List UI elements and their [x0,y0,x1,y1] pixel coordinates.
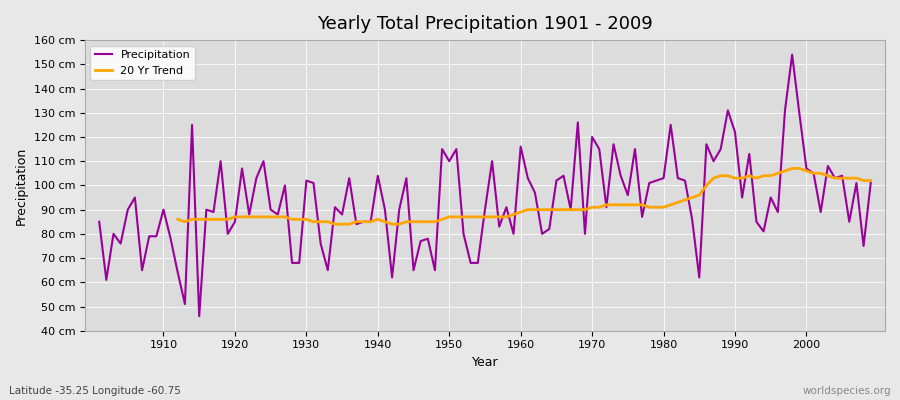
Line: Precipitation: Precipitation [99,55,870,316]
Precipitation [608,142,619,147]
20 Yr Trend [787,166,797,171]
Precipitation [315,241,326,246]
Precipitation [151,234,162,239]
Text: Latitude -35.25 Longitude -60.75: Latitude -35.25 Longitude -60.75 [9,386,181,396]
20 Yr Trend [329,222,340,226]
Precipitation [865,180,876,185]
20 Yr Trend [230,214,240,219]
Precipitation [194,314,204,318]
X-axis label: Year: Year [472,356,499,369]
Text: worldspecies.org: worldspecies.org [803,386,891,396]
20 Yr Trend [616,202,626,207]
20 Yr Trend [565,207,576,212]
Precipitation [522,176,533,180]
20 Yr Trend [865,178,876,183]
20 Yr Trend [215,217,226,222]
Legend: Precipitation, 20 Yr Trend: Precipitation, 20 Yr Trend [91,46,194,80]
Line: 20 Yr Trend: 20 Yr Trend [178,168,870,224]
Precipitation [516,144,526,149]
20 Yr Trend [173,217,184,222]
Y-axis label: Precipitation: Precipitation [15,146,28,224]
20 Yr Trend [708,176,719,180]
Precipitation [94,219,104,224]
Title: Yearly Total Precipitation 1901 - 2009: Yearly Total Precipitation 1901 - 2009 [317,15,652,33]
Precipitation [358,219,369,224]
Precipitation [787,52,797,57]
20 Yr Trend [508,212,519,217]
